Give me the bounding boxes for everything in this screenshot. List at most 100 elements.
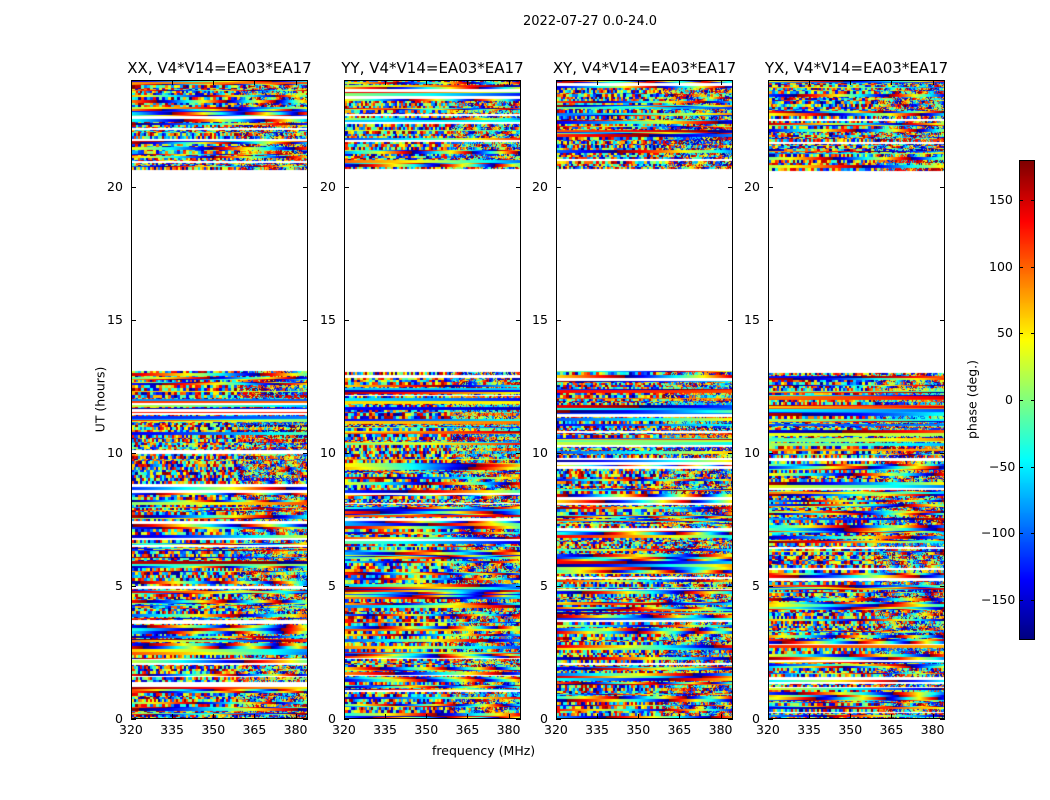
panel-title: YX, V4*V14=EA03*EA17 bbox=[764, 59, 949, 77]
x-tick-label: 335 bbox=[160, 722, 185, 737]
x-tick bbox=[850, 714, 852, 719]
colorbar-gradient bbox=[1020, 161, 1034, 639]
y-tick-label: 0 bbox=[328, 711, 336, 726]
y-tick-right bbox=[303, 186, 308, 188]
y-tick bbox=[131, 319, 136, 321]
y-tick-label: 15 bbox=[532, 311, 548, 327]
x-tick-label: 365 bbox=[455, 722, 480, 737]
x-tick bbox=[344, 714, 345, 719]
y-tick-right bbox=[940, 186, 945, 188]
colorbar-tick-right bbox=[1031, 266, 1035, 268]
x-tick-label: 350 bbox=[626, 722, 651, 737]
colorbar-tick-right bbox=[1031, 333, 1035, 335]
x-tick bbox=[172, 714, 174, 719]
y-tick-label: 0 bbox=[540, 711, 548, 726]
colorbar-tick bbox=[1019, 266, 1023, 268]
x-tick-label: 380 bbox=[708, 722, 733, 737]
colorbar-tick-right bbox=[1031, 466, 1035, 468]
y-tick-right bbox=[303, 319, 308, 321]
x-tick bbox=[467, 714, 469, 719]
x-tick bbox=[254, 714, 256, 719]
x-tick-label: 335 bbox=[585, 722, 610, 737]
colorbar-tick-label: −50 bbox=[989, 458, 1016, 474]
x-tick-top bbox=[508, 80, 510, 85]
colorbar-tick-right bbox=[1031, 400, 1035, 401]
x-tick bbox=[679, 714, 681, 719]
panel-0 bbox=[131, 80, 308, 719]
x-tick-label: 380 bbox=[283, 722, 308, 737]
y-tick-right bbox=[516, 585, 521, 587]
x-tick bbox=[295, 714, 297, 719]
y-tick bbox=[556, 452, 561, 454]
panel-title: XY, V4*V14=EA03*EA17 bbox=[552, 59, 737, 77]
x-tick-top bbox=[638, 80, 640, 85]
x-tick-top bbox=[679, 80, 681, 85]
y-tick bbox=[768, 319, 773, 321]
panel-title: XX, V4*V14=EA03*EA17 bbox=[127, 59, 312, 77]
x-tick-top bbox=[295, 80, 297, 85]
y-tick-right bbox=[940, 319, 945, 321]
x-tick bbox=[385, 714, 387, 719]
colorbar-tick bbox=[1019, 600, 1023, 601]
x-tick-top bbox=[891, 80, 893, 85]
panel-title: YY, V4*V14=EA03*EA17 bbox=[341, 59, 524, 77]
phase-waterfall bbox=[345, 81, 520, 718]
x-tick-top bbox=[467, 80, 469, 85]
y-tick-label: 20 bbox=[532, 178, 548, 194]
y-tick-right bbox=[728, 452, 733, 454]
colorbar-tick-label: −100 bbox=[981, 525, 1016, 541]
x-tick-label: 365 bbox=[879, 722, 904, 737]
y-tick bbox=[344, 186, 349, 188]
y-tick-right bbox=[728, 585, 733, 587]
x-tick bbox=[720, 714, 722, 719]
figure-title: 2022-07-27 0.0-24.0 bbox=[523, 14, 657, 29]
y-tick-label: 10 bbox=[744, 444, 760, 460]
y-tick-label: 15 bbox=[107, 311, 123, 327]
x-tick-label: 365 bbox=[667, 722, 692, 737]
y-tick-right bbox=[516, 452, 521, 454]
y-tick bbox=[768, 186, 773, 188]
y-tick-label: 5 bbox=[752, 577, 760, 593]
colorbar-tick-label: 150 bbox=[989, 192, 1013, 207]
colorbar-tick-right bbox=[1031, 200, 1035, 201]
x-tick-top bbox=[131, 80, 132, 85]
x-tick bbox=[768, 714, 769, 719]
x-tick-label: 350 bbox=[838, 722, 863, 737]
y-tick-label: 10 bbox=[532, 444, 548, 460]
x-tick bbox=[932, 714, 934, 719]
y-tick-right bbox=[728, 719, 733, 720]
y-tick bbox=[131, 452, 136, 454]
y-tick-label: 5 bbox=[540, 577, 548, 593]
y-tick-right bbox=[940, 585, 945, 587]
y-tick-right bbox=[303, 452, 308, 454]
y-tick-right bbox=[303, 719, 308, 720]
x-tick-label: 320 bbox=[332, 722, 356, 737]
colorbar-tick-right bbox=[1031, 533, 1035, 535]
y-tick-label: 10 bbox=[320, 444, 336, 460]
colorbar-tick-label: 50 bbox=[997, 325, 1013, 341]
x-tick-label: 335 bbox=[797, 722, 822, 737]
y-tick-label: 0 bbox=[752, 711, 760, 726]
x-tick-top bbox=[597, 80, 599, 85]
panel-3 bbox=[768, 80, 945, 719]
x-tick-top bbox=[556, 80, 557, 85]
x-tick bbox=[638, 714, 640, 719]
panel-2 bbox=[556, 80, 733, 719]
colorbar-tick bbox=[1019, 400, 1023, 401]
y-tick-label: 5 bbox=[115, 577, 123, 593]
colorbar-tick-label: 0 bbox=[1005, 392, 1013, 407]
colorbar-tick bbox=[1019, 333, 1023, 335]
colorbar-tick bbox=[1019, 200, 1023, 201]
y-tick-label: 20 bbox=[320, 178, 336, 194]
x-tick-label: 380 bbox=[496, 722, 521, 737]
y-tick bbox=[344, 585, 349, 587]
x-tick-top bbox=[768, 80, 769, 85]
x-tick-label: 365 bbox=[242, 722, 267, 737]
y-tick-right bbox=[728, 186, 733, 188]
x-tick-top bbox=[850, 80, 852, 85]
y-tick bbox=[344, 719, 349, 720]
y-tick bbox=[556, 319, 561, 321]
x-tick bbox=[597, 714, 599, 719]
y-tick-right bbox=[728, 319, 733, 321]
